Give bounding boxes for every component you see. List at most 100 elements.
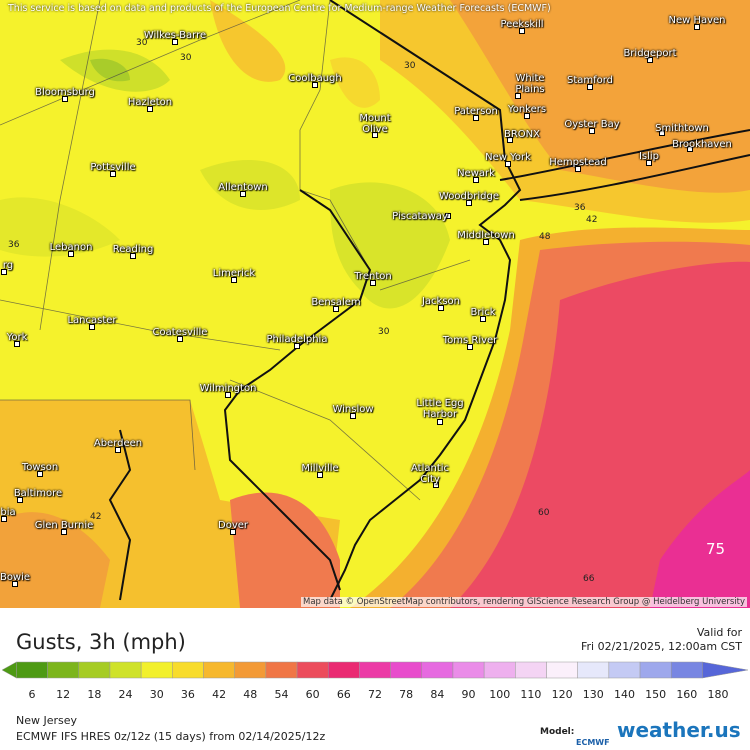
city-label: Reading: [112, 244, 154, 255]
city-marker: [62, 96, 68, 102]
scale-swatch: [296, 661, 329, 679]
city-label: Woodbridge: [439, 191, 499, 202]
ecmwf-notice: This service is based on data and produc…: [8, 3, 551, 14]
city-label: White Plains: [515, 73, 545, 95]
city-marker: [14, 341, 20, 347]
city-label: Stamford: [566, 75, 614, 86]
scale-label: 48: [243, 688, 258, 701]
scale-label: 12: [56, 688, 71, 701]
city-label: Philadelphia: [266, 334, 328, 345]
scale-arrow-low: [1, 661, 17, 679]
scale-label: 42: [212, 688, 227, 701]
city-label: Wilkes-Barre: [143, 30, 207, 41]
city-marker: [372, 132, 378, 138]
city-label: Bloomsburg: [35, 87, 95, 98]
scale-label: 140: [613, 688, 635, 701]
model-logo: ECMWF: [576, 738, 610, 747]
city-label: rg: [2, 260, 14, 271]
contour-label: 36: [574, 203, 586, 213]
city-label: Paterson: [454, 106, 498, 117]
contour-label: 30: [378, 327, 390, 337]
scale-swatch: [483, 661, 516, 679]
city-label: Jackson: [421, 296, 461, 307]
city-marker: [480, 316, 486, 322]
city-marker: [519, 28, 525, 34]
map-background: [0, 0, 750, 608]
scale-label: 78: [399, 688, 414, 701]
city-label: Wilmington: [199, 383, 257, 394]
scale-swatch: [639, 661, 672, 679]
scale-swatch: [359, 661, 391, 679]
city-marker: [231, 277, 237, 283]
city-marker: [466, 200, 472, 206]
scale-swatch: [140, 661, 173, 679]
scale-label: 36: [180, 688, 195, 701]
city-marker: [659, 130, 665, 136]
city-marker: [437, 419, 443, 425]
city-label: Bensalem: [311, 297, 361, 308]
map-attribution: Map data © OpenStreetMap contributors, r…: [301, 597, 747, 607]
scale-label: 180: [707, 688, 729, 701]
city-marker: [89, 324, 95, 330]
map: This service is based on data and produc…: [0, 0, 750, 608]
scale-label: 60: [305, 688, 320, 701]
contour-label: 42: [586, 215, 598, 225]
scale-swatch: [670, 661, 703, 679]
scale-swatch: [265, 661, 298, 679]
scale-label: 130: [582, 688, 604, 701]
model-run: ECMWF IFS HRES 0z/12z (15 days) from 02/…: [16, 730, 326, 743]
scale-swatch: [78, 661, 111, 679]
scale-label: 18: [87, 688, 102, 701]
city-marker: [575, 166, 581, 172]
scale-label: 54: [274, 688, 289, 701]
city-marker: [589, 128, 595, 134]
city-label: Aberdeen: [93, 438, 143, 449]
city-label: Millville: [301, 463, 339, 474]
city-label: Winslow: [332, 404, 374, 415]
model-label: Model:: [540, 727, 575, 737]
scale-arrow-high: [702, 661, 749, 679]
city-marker: [312, 82, 318, 88]
city-label: BRONX: [503, 129, 541, 140]
city-label: Bowie: [0, 572, 31, 583]
scale-swatch: [608, 661, 641, 679]
city-label: Oyster Bay: [564, 119, 620, 130]
city-label: Baltimore: [13, 488, 63, 499]
city-marker: [12, 581, 18, 587]
city-marker: [172, 39, 178, 45]
city-marker: [687, 146, 693, 152]
scale-label: 160: [676, 688, 698, 701]
city-marker: [473, 115, 479, 121]
city-label: Allentown: [218, 182, 268, 193]
city-label: Toms River: [442, 335, 498, 346]
city-marker: [467, 344, 473, 350]
scale-label: 72: [368, 688, 382, 701]
scale-swatch: [452, 661, 485, 679]
city-marker: [177, 336, 183, 342]
brand-logo[interactable]: weather.us: [617, 718, 741, 742]
city-marker: [350, 413, 356, 419]
scale-swatch: [577, 661, 610, 679]
city-marker: [587, 84, 593, 90]
contour-label: 48: [539, 232, 551, 242]
city-marker: [110, 171, 116, 177]
city-label: Coatesville: [152, 327, 208, 338]
city-marker: [515, 93, 521, 99]
scale-label: 110: [520, 688, 542, 701]
city-label: Bridgeport: [623, 48, 677, 59]
city-marker: [115, 447, 121, 453]
contour-label: 36: [8, 240, 20, 250]
region-name: New Jersey: [16, 714, 78, 727]
city-marker: [68, 251, 74, 257]
scale-label: 84: [430, 688, 445, 701]
city-marker: [483, 239, 489, 245]
city-label: Pottsville: [90, 162, 136, 173]
city-marker: [370, 280, 376, 286]
city-marker: [294, 343, 300, 349]
contour-label: 42: [90, 512, 102, 522]
city-label: Limerick: [212, 268, 256, 279]
city-label: Towson: [21, 462, 59, 473]
city-marker: [225, 392, 231, 398]
scale-label: 6: [28, 688, 36, 701]
